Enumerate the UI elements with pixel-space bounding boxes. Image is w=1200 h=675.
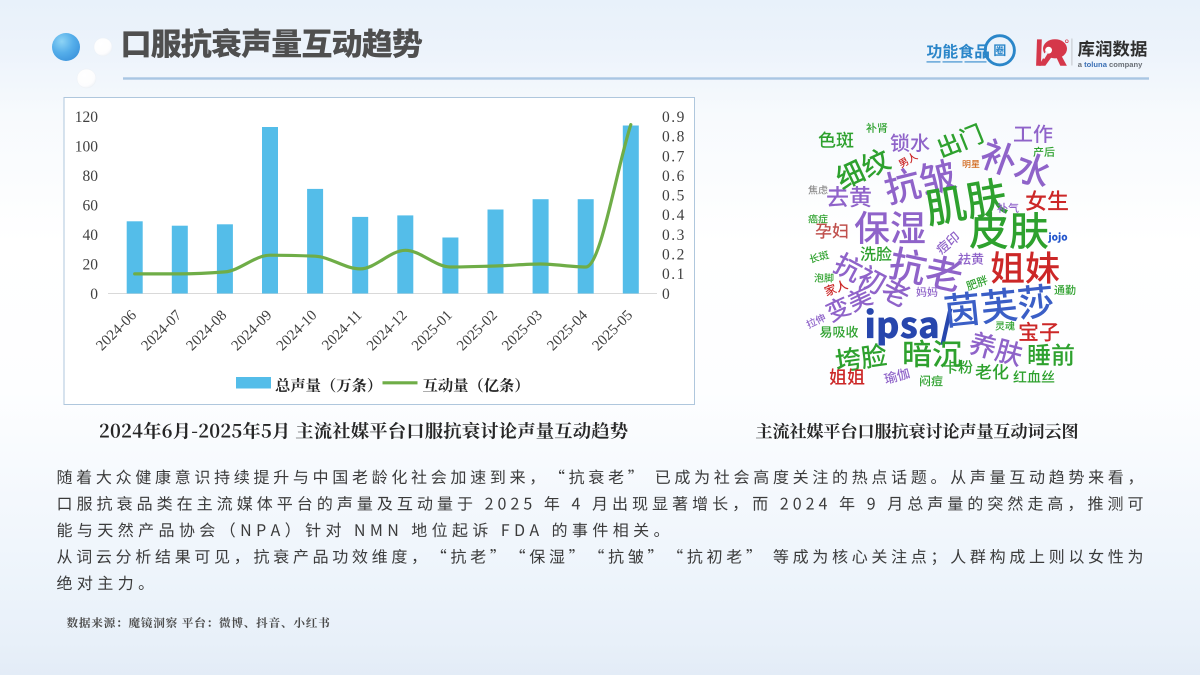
svg-text:0: 0 (662, 286, 671, 303)
svg-text:20: 20 (83, 256, 99, 273)
svg-text:80: 80 (83, 168, 99, 185)
svg-text:0.4: 0.4 (662, 207, 686, 224)
svg-text:40: 40 (83, 227, 99, 244)
svg-text:0.2: 0.2 (662, 247, 686, 264)
svg-text:0.1: 0.1 (662, 266, 686, 283)
svg-text:0.6: 0.6 (662, 168, 686, 185)
svg-text:100: 100 (75, 139, 99, 156)
svg-text:0.5: 0.5 (662, 188, 686, 205)
svg-text:0.8: 0.8 (662, 129, 686, 146)
svg-text:a toluna company: a toluna company (1078, 60, 1143, 69)
svg-text:0.3: 0.3 (662, 227, 686, 244)
svg-text:0.7: 0.7 (662, 148, 686, 165)
svg-text:60: 60 (83, 197, 99, 214)
svg-text:0.9: 0.9 (662, 109, 686, 126)
svg-text:120: 120 (75, 109, 99, 126)
svg-text:0: 0 (90, 286, 98, 303)
